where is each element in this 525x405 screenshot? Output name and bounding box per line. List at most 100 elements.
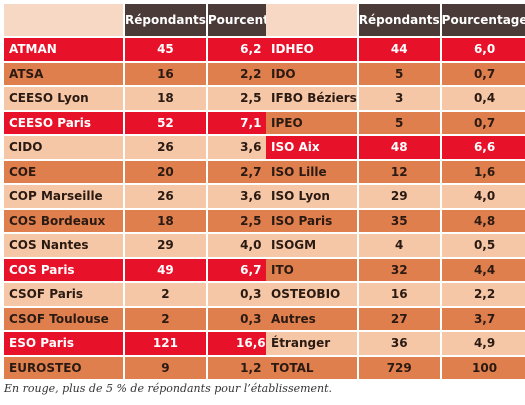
percent-cell: 2,2 xyxy=(441,283,525,306)
table-row: COE 20 2,7 xyxy=(4,160,294,183)
respondents-cell: 32 xyxy=(358,258,442,281)
table-row: CSOF Toulouse 2 0,3 xyxy=(4,307,294,330)
institution-cell: CSOF Toulouse xyxy=(4,307,125,330)
percent-cell: 6,0 xyxy=(441,38,525,61)
institution-cell: IDO xyxy=(266,62,359,85)
institution-cell: CEESO Paris xyxy=(4,111,125,134)
respondents-cell: 36 xyxy=(358,332,442,355)
percent-cell: 100 xyxy=(441,356,525,379)
respondents-cell: 4 xyxy=(358,234,442,257)
institution-cell: TOTAL xyxy=(266,356,359,379)
respondents-cell: 48 xyxy=(358,136,442,159)
respondents-cell: 9 xyxy=(125,356,208,379)
respondents-cell: 18 xyxy=(125,209,208,232)
respondents-cell: 729 xyxy=(358,356,442,379)
respondents-cell: 20 xyxy=(125,160,208,183)
table-row: Autres 27 3,7 xyxy=(266,307,525,330)
respondents-cell: 52 xyxy=(125,111,208,134)
table-row: OSTEOBIO 16 2,2 xyxy=(266,283,525,306)
left-table-corner xyxy=(4,4,125,36)
table-row: TOTAL 729 100 xyxy=(266,356,525,379)
table-row: EUROSTEO 9 1,2 xyxy=(4,356,294,379)
respondents-cell: 49 xyxy=(125,258,208,281)
respondents-cell: 12 xyxy=(358,160,442,183)
respondents-cell: 16 xyxy=(358,283,442,306)
right-header-respondents: Répondants xyxy=(358,4,442,36)
institution-cell: COS Nantes xyxy=(4,234,125,257)
percent-cell: 1,6 xyxy=(441,160,525,183)
respondents-cell: 16 xyxy=(125,62,208,85)
table-row: CSOF Paris 2 0,3 xyxy=(4,283,294,306)
institution-cell: CEESO Lyon xyxy=(4,87,125,110)
table-row: ATMAN 45 6,2 xyxy=(4,38,294,61)
respondents-cell: 2 xyxy=(125,307,208,330)
institution-cell: COS Paris xyxy=(4,258,125,281)
institution-cell: ESO Paris xyxy=(4,332,125,355)
right-table: Répondants Pourcentage IDHEO 44 6,0 IDO 5 0,7… xyxy=(266,2,525,381)
respondents-cell: 3 xyxy=(358,87,442,110)
table-row: COP Marseille 26 3,6 xyxy=(4,185,294,208)
institution-cell: ISO Lyon xyxy=(266,185,359,208)
table-row: ISO Lille 12 1,6 xyxy=(266,160,525,183)
institution-cell: EUROSTEO xyxy=(4,356,125,379)
percent-cell: 0,7 xyxy=(441,62,525,85)
institution-cell: Autres xyxy=(266,307,359,330)
percent-cell: 0,5 xyxy=(441,234,525,257)
percent-cell: 0,4 xyxy=(441,87,525,110)
table-row: COS Nantes 29 4,0 xyxy=(4,234,294,257)
respondents-cell: 29 xyxy=(125,234,208,257)
table-row: IDO 5 0,7 xyxy=(266,62,525,85)
table-row: ISO Aix 48 6,6 xyxy=(266,136,525,159)
respondents-cell: 5 xyxy=(358,62,442,85)
respondents-cell: 35 xyxy=(358,209,442,232)
respondents-cell: 27 xyxy=(358,307,442,330)
table-caption: En rouge, plus de 5 % de répondants pour… xyxy=(4,382,333,395)
percent-cell: 3,7 xyxy=(441,307,525,330)
table-row: CIDO 26 3,6 xyxy=(4,136,294,159)
table-row: COS Paris 49 6,7 xyxy=(4,258,294,281)
respondents-cell: 44 xyxy=(358,38,442,61)
institution-cell: ITO xyxy=(266,258,359,281)
left-header-respondents: Répondants xyxy=(125,4,208,36)
respondents-cell: 29 xyxy=(358,185,442,208)
respondents-cell: 5 xyxy=(358,111,442,134)
institution-cell: CIDO xyxy=(4,136,125,159)
percent-cell: 6,6 xyxy=(441,136,525,159)
table-row: ISO Lyon 29 4,0 xyxy=(266,185,525,208)
institution-cell: OSTEOBIO xyxy=(266,283,359,306)
institution-cell: ISOGM xyxy=(266,234,359,257)
percent-cell: 4,0 xyxy=(441,185,525,208)
table-row: IDHEO 44 6,0 xyxy=(266,38,525,61)
left-table-body: ATMAN 45 6,2 ATSA 16 2,2 CEESO Lyon 18 2,5 CEESO … xyxy=(4,38,294,379)
right-header-percent: Pourcentage xyxy=(441,4,525,36)
right-table-header: Répondants Pourcentage xyxy=(266,4,525,36)
table-row: CEESO Paris 52 7,1 xyxy=(4,111,294,134)
right-table-body: IDHEO 44 6,0 IDO 5 0,7 IFBO Béziers 3 0,4 IPEO 5 0,… xyxy=(266,38,525,379)
institution-cell: COS Bordeaux xyxy=(4,209,125,232)
left-table-header: Répondants Pourcentage xyxy=(4,4,294,36)
respondents-cell: 26 xyxy=(125,136,208,159)
percent-cell: 4,4 xyxy=(441,258,525,281)
left-table: Répondants Pourcentage ATMAN 45 6,2 ATSA 16 2… xyxy=(4,2,294,381)
respondents-cell: 26 xyxy=(125,185,208,208)
table-row: ATSA 16 2,2 xyxy=(4,62,294,85)
right-table-corner xyxy=(266,4,359,36)
institution-cell: COP Marseille xyxy=(4,185,125,208)
percent-cell: 4,8 xyxy=(441,209,525,232)
table-row: CEESO Lyon 18 2,5 xyxy=(4,87,294,110)
table-row: ITO 32 4,4 xyxy=(266,258,525,281)
institution-cell: ATSA xyxy=(4,62,125,85)
respondents-cell: 121 xyxy=(125,332,208,355)
institution-cell: ISO Aix xyxy=(266,136,359,159)
institution-cell: ISO Paris xyxy=(266,209,359,232)
institution-cell: Étranger xyxy=(266,332,359,355)
table-row: ISOGM 4 0,5 xyxy=(266,234,525,257)
institution-cell: CSOF Paris xyxy=(4,283,125,306)
table-row: IFBO Béziers 3 0,4 xyxy=(266,87,525,110)
institution-cell: IFBO Béziers xyxy=(266,87,359,110)
institution-cell: IDHEO xyxy=(266,38,359,61)
table-row: Étranger 36 4,9 xyxy=(266,332,525,355)
institution-cell: ATMAN xyxy=(4,38,125,61)
institution-cell: COE xyxy=(4,160,125,183)
